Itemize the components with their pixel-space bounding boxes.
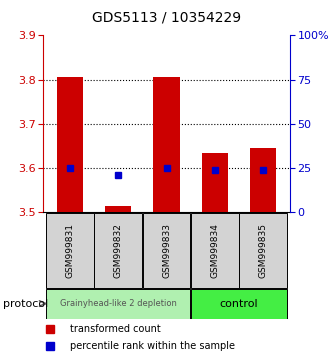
Bar: [191, 289, 287, 319]
Bar: [239, 213, 287, 288]
Text: GSM999831: GSM999831: [65, 223, 74, 278]
Bar: [143, 213, 190, 288]
Text: protocol: protocol: [3, 298, 49, 309]
Text: GSM999834: GSM999834: [210, 223, 219, 278]
Bar: [191, 213, 239, 288]
Text: GSM999835: GSM999835: [259, 223, 268, 278]
Text: GSM999833: GSM999833: [162, 223, 171, 278]
Bar: [94, 213, 142, 288]
Text: percentile rank within the sample: percentile rank within the sample: [70, 341, 235, 351]
Text: Grainyhead-like 2 depletion: Grainyhead-like 2 depletion: [60, 299, 176, 308]
Text: GSM999832: GSM999832: [114, 223, 123, 278]
Bar: [57, 78, 83, 212]
Bar: [201, 153, 228, 212]
Text: GDS5113 / 10354229: GDS5113 / 10354229: [92, 11, 241, 25]
Bar: [105, 206, 132, 212]
Bar: [46, 289, 190, 319]
Text: control: control: [220, 298, 258, 309]
Bar: [46, 213, 94, 288]
Bar: [153, 78, 180, 212]
Text: transformed count: transformed count: [70, 324, 161, 333]
Bar: [250, 148, 276, 212]
